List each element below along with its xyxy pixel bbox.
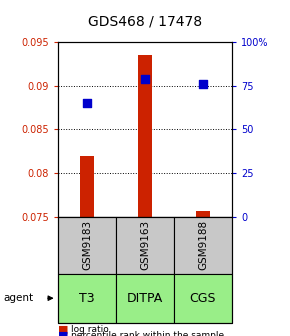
Text: DITPA: DITPA <box>127 292 163 305</box>
Text: CGS: CGS <box>190 292 216 305</box>
Point <box>85 100 89 106</box>
Point <box>143 76 147 81</box>
Text: GDS468 / 17478: GDS468 / 17478 <box>88 15 202 29</box>
Point <box>201 81 205 87</box>
Text: GSM9163: GSM9163 <box>140 220 150 270</box>
Bar <box>196 211 210 217</box>
Text: percentile rank within the sample: percentile rank within the sample <box>71 331 224 336</box>
Text: T3: T3 <box>79 292 95 305</box>
Text: GSM9183: GSM9183 <box>82 220 92 270</box>
Text: agent: agent <box>3 293 33 303</box>
Text: ■: ■ <box>58 330 68 336</box>
Text: GSM9188: GSM9188 <box>198 220 208 270</box>
Text: ■: ■ <box>58 325 68 335</box>
Bar <box>80 156 94 217</box>
Text: log ratio: log ratio <box>71 326 109 334</box>
Bar <box>138 55 152 217</box>
